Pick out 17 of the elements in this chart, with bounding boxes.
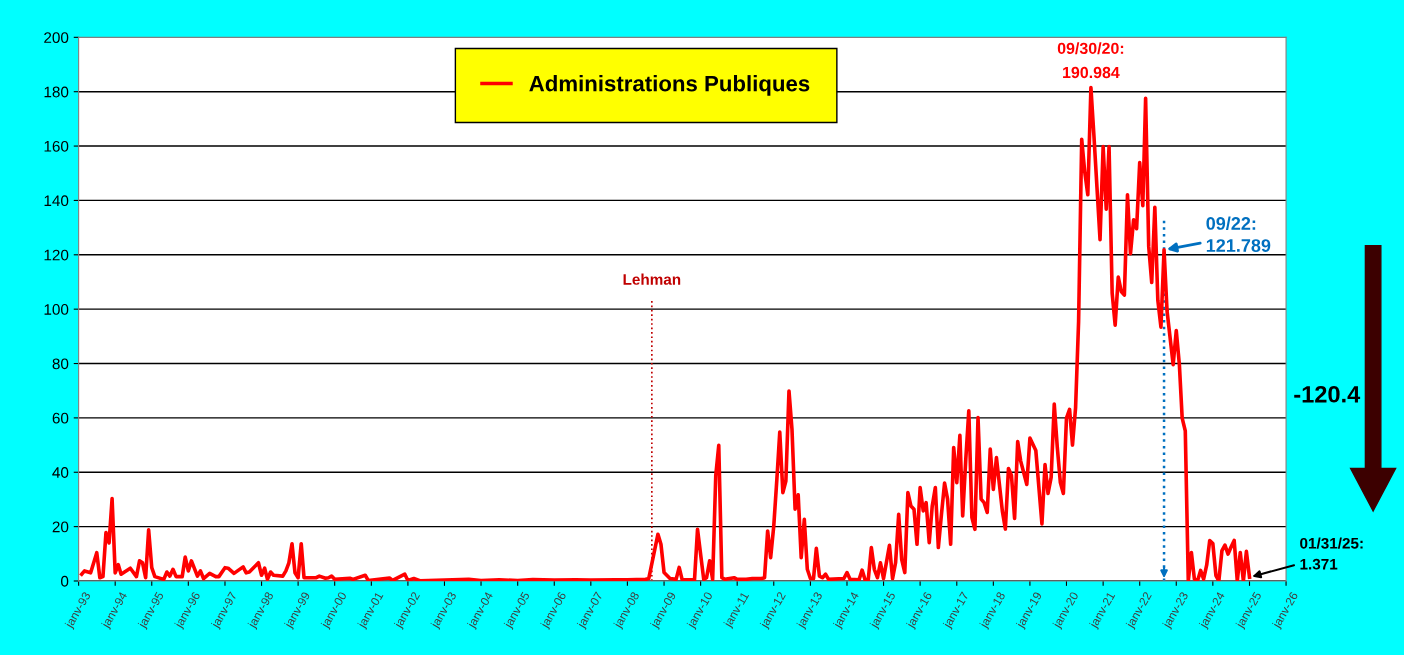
legend-label: Administrations Publiques [529,75,810,96]
y-tick-label: 200 [44,32,69,44]
y-tick-label: 100 [44,304,69,315]
y-tick-label: 180 [44,86,69,98]
ref-line-label: Lehman [623,273,681,285]
annotation: 01/31/25: 1.371 [1300,537,1363,570]
annotation: 09/30/20: 190.984 [1057,42,1124,79]
y-tick-label: 20 [52,521,69,533]
text: -120.4 [1294,385,1361,403]
y-tick-label: 80 [52,358,69,370]
y-tick-label: 140 [44,195,69,207]
y-tick-label: 40 [52,467,69,478]
y-tick-label: 60 [52,412,69,424]
y-tick-label: 0 [61,575,69,587]
y-tick-label: 160 [44,140,69,152]
y-tick-label: 120 [44,249,69,261]
annotation: 09/22: 121.789 [1206,216,1271,252]
